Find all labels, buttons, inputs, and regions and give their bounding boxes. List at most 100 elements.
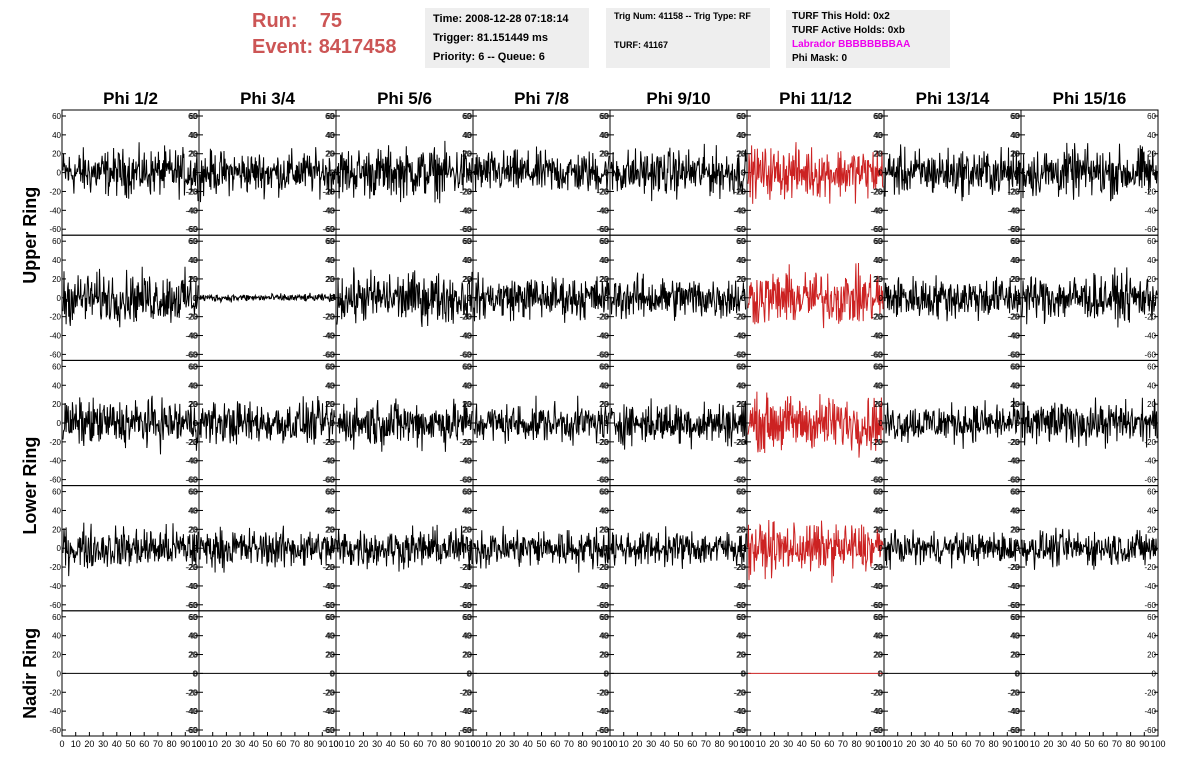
y-tick-label: -20 <box>459 438 471 447</box>
x-tick-label: 10 <box>619 739 629 749</box>
y-tick-label: 20 <box>874 651 883 660</box>
y-tick-label: 60 <box>326 112 335 121</box>
y-tick-label: 60 <box>462 362 471 371</box>
x-tick-label: 30 <box>920 739 930 749</box>
y-tick-label: 40 <box>599 131 608 140</box>
y-tick-label: -40 <box>459 332 471 341</box>
y-tick-label: -20 <box>459 688 471 697</box>
y-tick-label: 40 <box>1011 632 1020 641</box>
y-tick-label: -20 <box>1144 438 1156 447</box>
x-tick-label: 80 <box>578 739 588 749</box>
y-tick-label: 40 <box>736 256 745 265</box>
x-tick-label: 100 <box>1150 739 1165 749</box>
y-tick-label: -40 <box>870 457 882 466</box>
y-tick-label: 0 <box>742 544 747 553</box>
y-tick-label: 20 <box>1147 525 1156 534</box>
y-tick-label: -60 <box>1007 476 1019 485</box>
y-tick-label: 60 <box>1147 237 1156 246</box>
y-tick-label: -40 <box>596 206 608 215</box>
y-tick-label: 20 <box>1010 150 1019 159</box>
y-tick-label: -20 <box>1144 688 1156 697</box>
y-tick-label: 0 <box>605 544 610 553</box>
y-tick-label: -40 <box>597 332 609 341</box>
y-tick-label: -20 <box>185 313 197 322</box>
y-tick-label: 20 <box>737 525 746 534</box>
y-tick-label: -60 <box>871 601 883 610</box>
y-tick-label: 60 <box>325 237 334 246</box>
y-tick-label: -60 <box>459 601 471 610</box>
y-tick-label: 60 <box>1010 488 1019 497</box>
y-tick-label: 60 <box>599 237 608 246</box>
waveform-trace <box>1021 527 1158 570</box>
y-tick-label: -60 <box>870 225 882 234</box>
y-tick-label: -20 <box>460 563 472 572</box>
y-tick-label: -40 <box>1008 332 1020 341</box>
x-tick-label: 10 <box>345 739 355 749</box>
x-tick-label: 20 <box>221 739 231 749</box>
y-tick-label: 40 <box>736 381 745 390</box>
phi-mask-text: Phi Mask: 0 <box>792 53 848 64</box>
x-tick-label: 80 <box>1126 739 1136 749</box>
y-tick-label: -60 <box>322 726 334 735</box>
y-tick-label: -20 <box>870 563 882 572</box>
y-tick-label: 20 <box>189 150 198 159</box>
y-tick-label: 40 <box>188 506 197 515</box>
y-tick-label: -20 <box>49 563 61 572</box>
x-tick-label: 70 <box>564 739 574 749</box>
x-tick-label: 20 <box>1043 739 1053 749</box>
y-tick-label: 20 <box>462 400 471 409</box>
y-tick-label: -20 <box>870 313 882 322</box>
y-tick-label: -20 <box>596 438 608 447</box>
waveform-trace <box>336 267 473 328</box>
y-tick-label: 60 <box>736 488 745 497</box>
y-tick-label: -20 <box>323 313 335 322</box>
y-tick-label: 0 <box>605 294 610 303</box>
y-tick-label: 40 <box>1010 381 1019 390</box>
y-tick-label: -60 <box>49 225 61 234</box>
y-tick-label: -40 <box>1007 332 1019 341</box>
y-tick-label: -40 <box>460 457 472 466</box>
y-tick-label: 60 <box>189 237 198 246</box>
y-tick-label: -60 <box>734 225 746 234</box>
x-tick-label: 90 <box>1002 739 1012 749</box>
x-tick-label: 20 <box>632 739 642 749</box>
y-tick-label: 60 <box>600 112 609 121</box>
y-tick-label: -40 <box>322 582 334 591</box>
y-tick-label: -40 <box>186 332 198 341</box>
y-tick-label: 40 <box>873 632 882 641</box>
y-tick-label: 40 <box>600 381 609 390</box>
y-tick-label: 40 <box>188 381 197 390</box>
y-tick-label: 60 <box>52 362 61 371</box>
x-tick-label: 80 <box>989 739 999 749</box>
y-tick-label: 0 <box>194 544 199 553</box>
y-tick-label: 60 <box>1010 613 1019 622</box>
y-tick-label: 0 <box>57 669 62 678</box>
y-tick-label: 40 <box>325 131 334 140</box>
x-tick-label: 80 <box>715 739 725 749</box>
y-tick-label: 20 <box>873 651 882 660</box>
waveform-trace <box>610 526 747 569</box>
y-tick-label: -40 <box>49 457 61 466</box>
x-tick-label: 90 <box>865 739 875 749</box>
y-tick-label: -40 <box>1007 707 1019 716</box>
y-tick-label: -20 <box>185 688 197 697</box>
y-tick-label: -40 <box>323 206 335 215</box>
waveform-trace <box>473 395 610 446</box>
y-tick-label: 20 <box>874 275 883 284</box>
x-tick-label: 90 <box>1139 739 1149 749</box>
y-tick-label: -40 <box>185 332 197 341</box>
y-tick-label: -60 <box>596 350 608 359</box>
y-tick-label: 20 <box>189 400 198 409</box>
trig-num-text: Trig Num: 41158 -- Trig Type: RF <box>614 11 751 21</box>
y-tick-label: -20 <box>596 313 608 322</box>
y-tick-label: 60 <box>188 613 197 622</box>
y-tick-label: 60 <box>325 112 334 121</box>
y-tick-label: -20 <box>597 313 609 322</box>
y-tick-label: -40 <box>322 457 334 466</box>
y-tick-label: -60 <box>870 601 882 610</box>
y-tick-label: 40 <box>1147 381 1156 390</box>
y-tick-label: 60 <box>873 112 882 121</box>
y-tick-label: -60 <box>1144 225 1156 234</box>
y-tick-label: -60 <box>1007 225 1019 234</box>
